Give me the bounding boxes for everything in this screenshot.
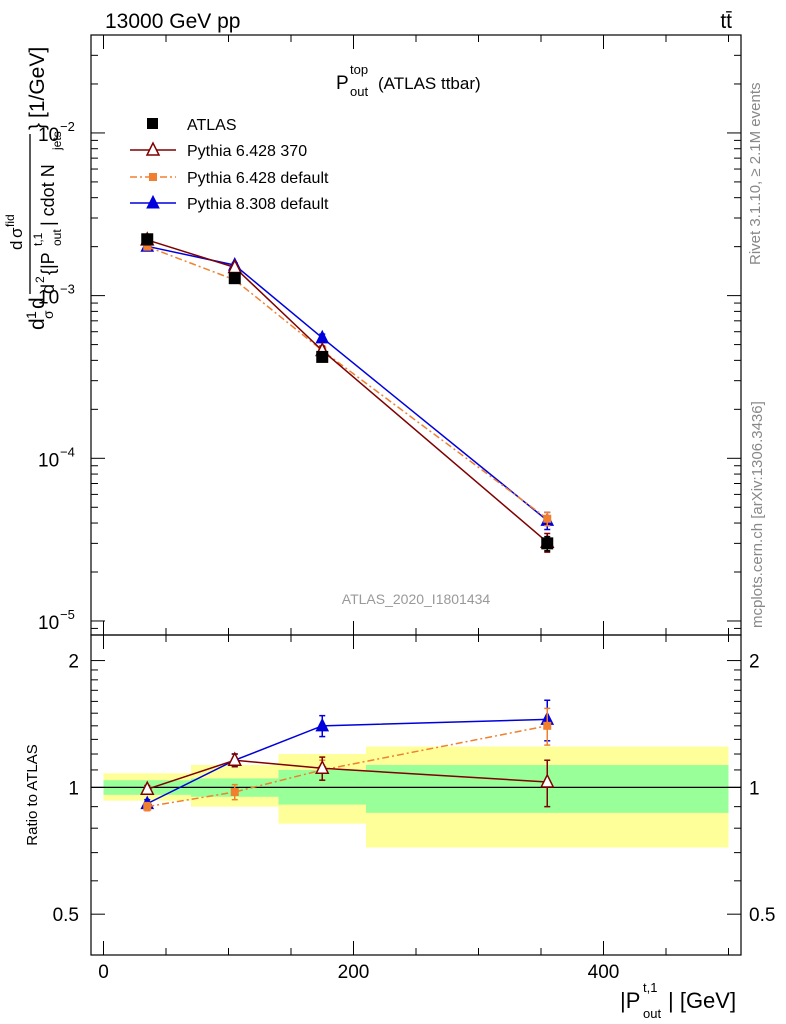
xlabel-tail: | [GeV] [668,988,736,1013]
mcplots-label: mcplots.cern.ch [arXiv:1306.3436] [749,401,766,628]
ylabel-unit: [1/GeV] [26,47,49,118]
ratio-panel: 0.5 0.51 12 20 200 400 Ratio to ATLAS |P t,1 … [24,634,775,1021]
legend-marker-py6-default [149,173,157,181]
main-ytick-exp: −3 [60,282,75,297]
ratio-point-pythia-6-428-default [230,788,239,797]
main-point-atlas [141,233,154,246]
ylabel-num-sigma: σ [7,227,26,238]
main-point-atlas [541,537,554,550]
legend-marker-atlas [147,118,158,129]
main-point-pythia-8-308-default [315,329,330,344]
main-ytick-label: 10 [38,613,59,634]
main-title: P [336,73,349,94]
main-panel: 10−210−310−410−5 P top out (ATLAS ttbar)… [3,34,742,636]
legend-label-atlas: ATLAS [187,117,237,134]
legend-label-py6-370: Pythia 6.428 370 [187,143,307,160]
ratio-xtick-label: 200 [338,962,370,983]
ylabel-den-psup: t,1 [31,232,45,246]
ratio-line-pythia-6-428-370 [147,759,548,790]
main-point-atlas [316,350,329,363]
ratio-point-pythia-6-428-370 [540,773,555,788]
ylabel-num-d: d [7,241,26,250]
analysis-id: ATLAS_2020_I1801434 [342,591,491,607]
xlabel-sup: t,1 [643,980,657,995]
ylabel-den-tail: | cdot N [38,164,58,226]
ylabel-den-psub: out [50,229,64,246]
ylabel-den-jsub: jets [50,131,64,151]
main-ytick-exp: −5 [60,607,75,622]
ylabel-d1: d [26,318,49,330]
main-axes: 10−210−310−410−5 [38,34,741,635]
main-line-pythia-6-428-370 [147,239,548,543]
rivet-label: Rivet 3.1.10, ≥ 2.1M events [747,83,764,266]
main-point-pythia-6-428-default [143,242,152,251]
main-ytick-label: 10 [38,450,59,471]
xlabel-main: |P [620,988,640,1013]
ratio-point-pythia-6-428-370 [315,759,330,775]
main-title-sup: top [350,62,368,77]
ylabel-den-p: {|P [38,252,58,275]
ratio-point-pythia-6-428-default [543,721,552,730]
ratio-point-pythia-6-428-370 [140,780,155,795]
main-point-atlas [228,272,241,285]
ylabel-close: } [26,123,49,130]
main-line-pythia-6-428-default [146,245,548,520]
ratio-ytick-label: 2 [68,652,79,673]
main-line-pythia-8-308-default [147,245,548,522]
main-title-p: P [336,73,349,94]
ylabel-den-d2sup: 2 [33,276,47,283]
legend: ATLAS Pythia 6.428 370 Pythia 6.428 defa… [130,117,329,213]
ylabel-den-d: d [38,284,58,294]
legend-marker-py8-default [146,194,160,209]
legend-marker-py6-370 [145,141,161,156]
ratio-point-pythia-8-308-default [315,717,330,732]
ylabel-sigma: σ [40,310,56,319]
ylabel-d2: d [26,297,49,309]
ratio-bands [91,746,741,848]
ratio-line-pythia-8-308-default [146,718,548,805]
ratio-point-pythia-6-428-370 [227,751,242,766]
ratio-ytick-label-right: 0.5 [749,905,775,926]
ratio-ytick-label: 1 [68,778,79,799]
main-ytick-exp: −2 [60,119,75,134]
ratio-ytick-label-right: 1 [749,778,760,799]
main-ytick-label: 10 [38,288,59,309]
ylabel-one: 1 [23,311,39,319]
ratio-xtick-label: 0 [98,962,109,983]
energy-label: 13000 GeV pp [105,10,240,33]
main-ytick-label: 10 [38,125,59,146]
legend-label-py8-default: Pythia 8.308 default [187,196,329,213]
ratio-point-pythia-6-428-default [143,802,152,811]
process-label: tt̄ [720,10,732,33]
main-marks [140,231,555,553]
main-point-pythia-6-428-default [543,514,552,523]
ratio-marks [140,699,555,812]
ratio-ytick-label-right: 2 [749,652,760,673]
ratio-ylabel: Ratio to ATLAS [24,744,41,845]
ratio-ytick-label: 0.5 [53,905,79,926]
ratio-xtick-label: 400 [588,962,620,983]
ratio-axes: 0.5 0.5 1 1 2 2 0 200 400 [53,635,775,983]
legend-label-py6-default: Pythia 6.428 default [187,170,329,187]
main-title-tail: (ATLAS ttbar) [378,74,481,93]
xlabel-sub: out [643,1006,661,1021]
main-ytick-exp: −4 [60,444,75,459]
ylabel-num-sup: fid [3,214,17,227]
main-ylabel: d 1 σ d d σ fid d 2 {|P t,1 out | cdot N… [3,47,64,330]
main-title-sub: out [350,84,368,99]
